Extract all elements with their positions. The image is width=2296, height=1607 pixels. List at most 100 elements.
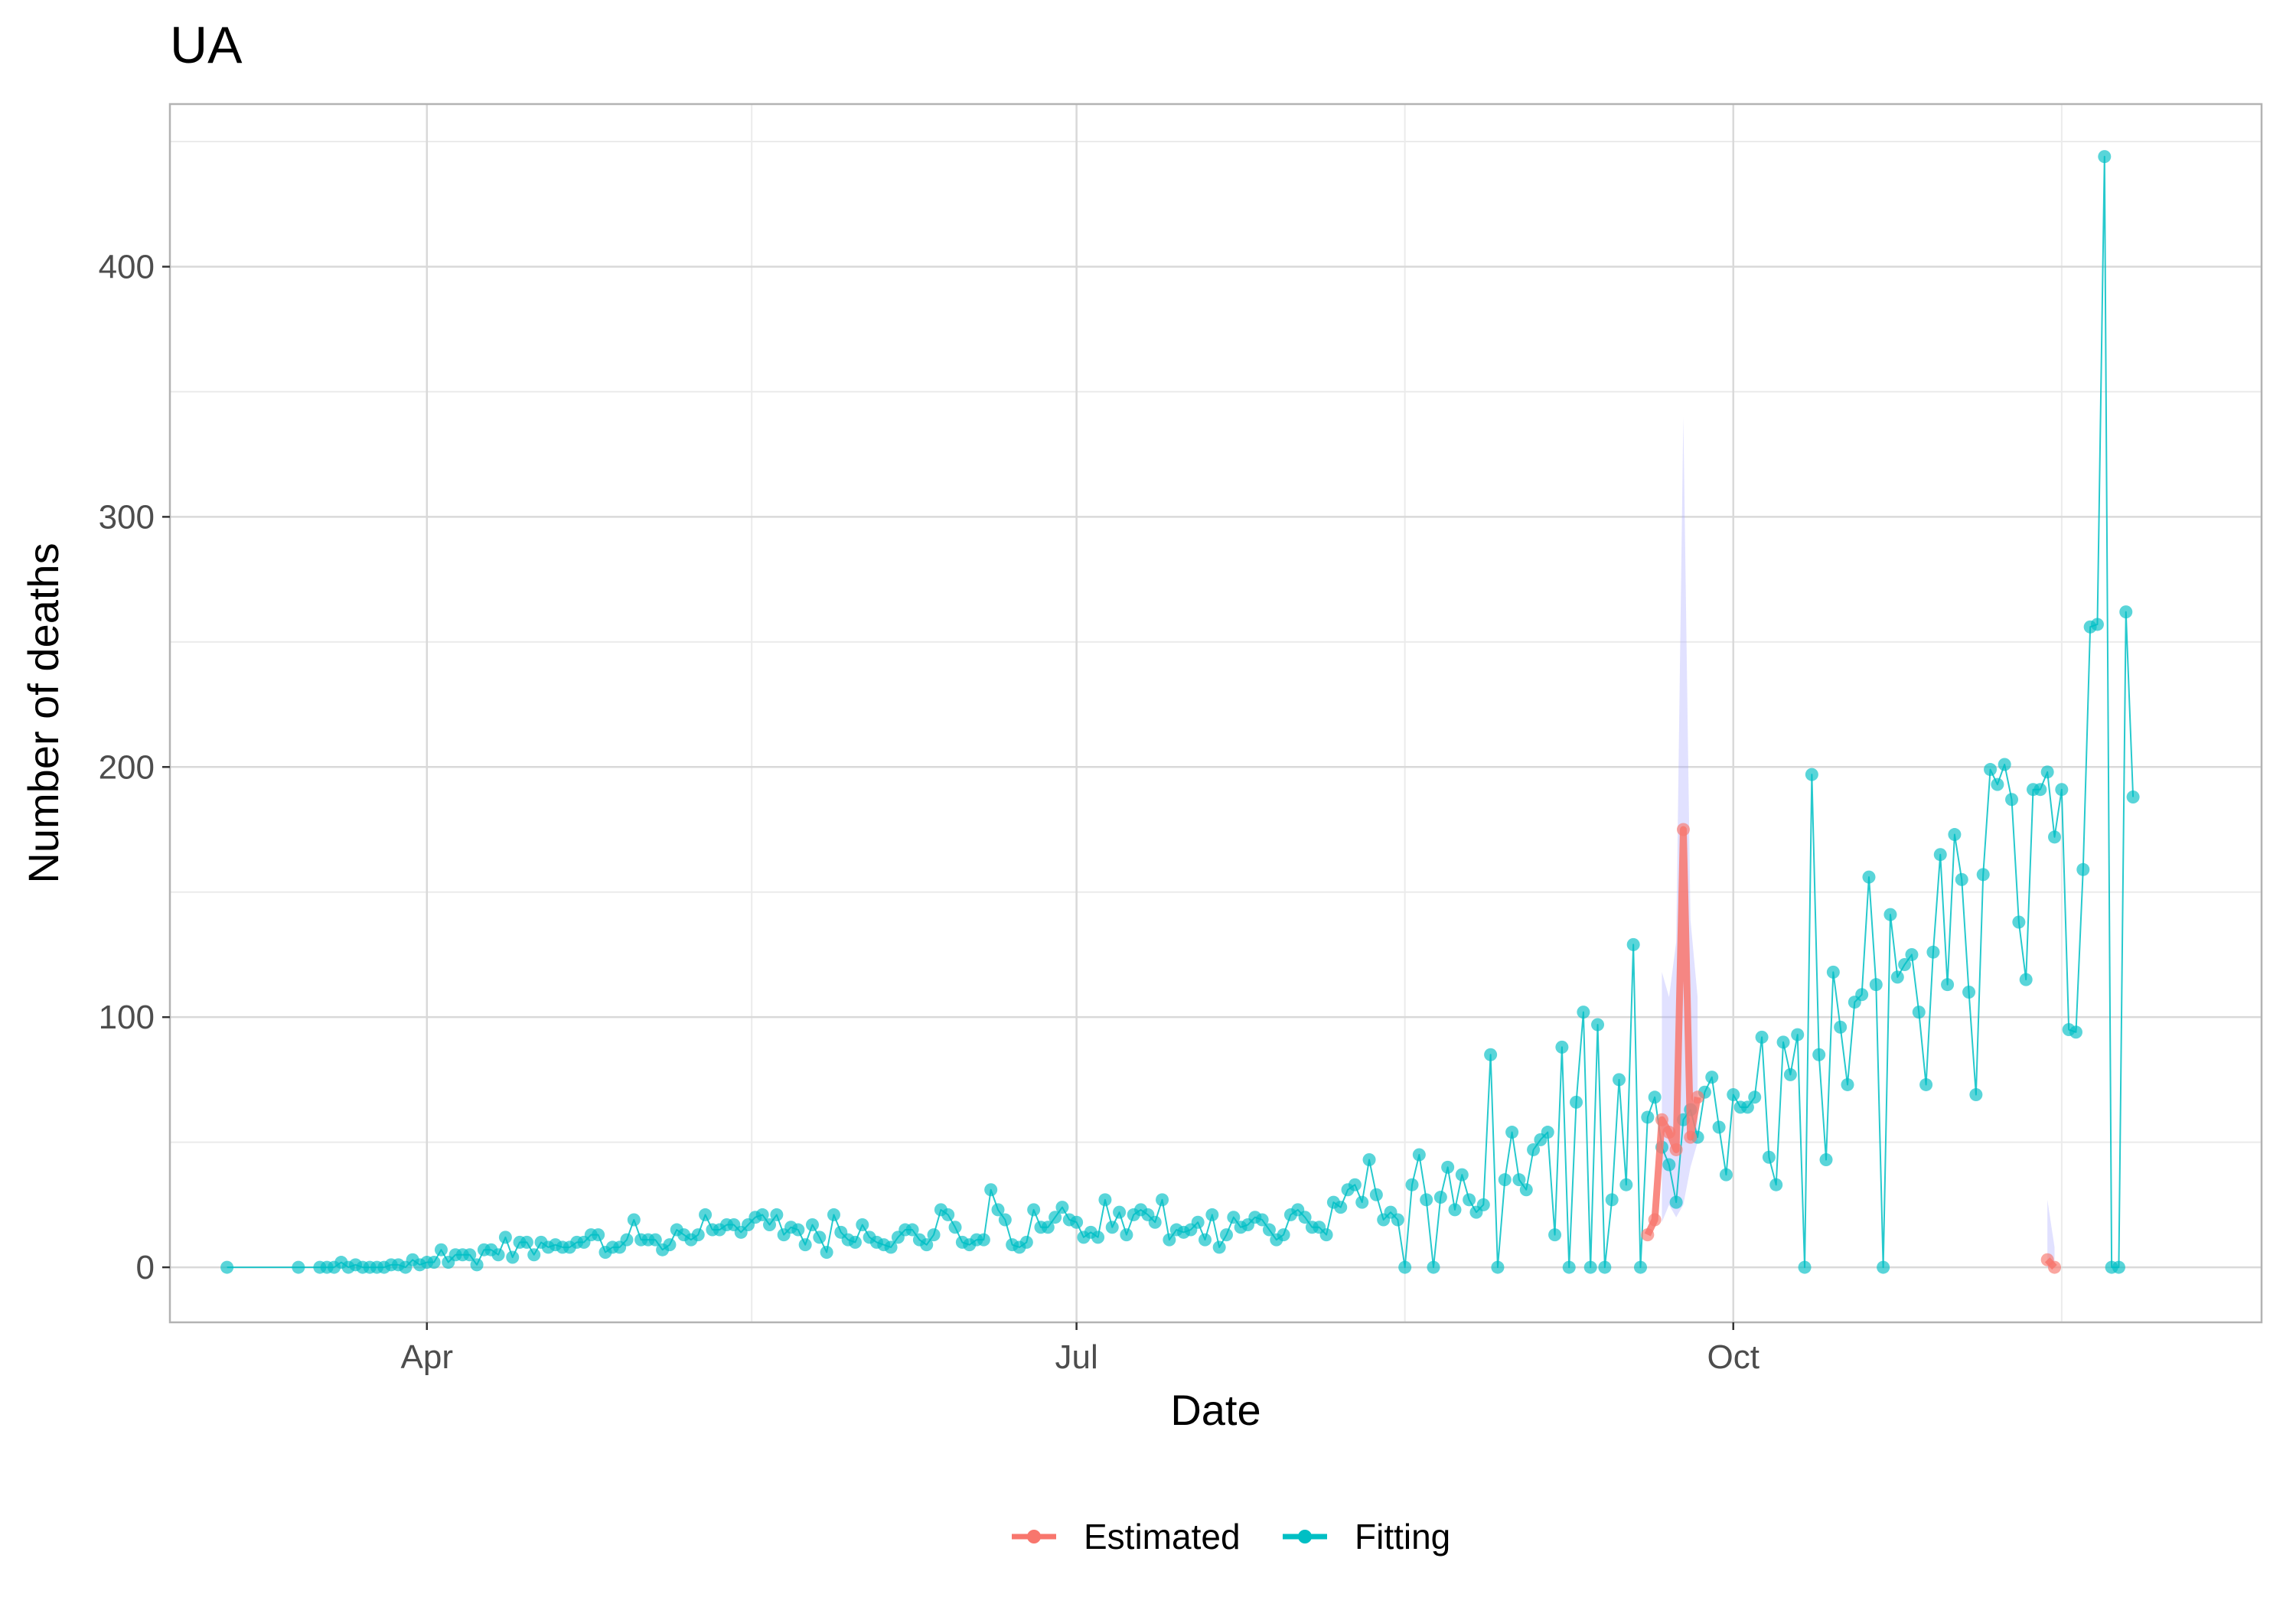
fitting-data-point xyxy=(1113,1205,1127,1219)
fitting-data-point xyxy=(1669,1195,1683,1209)
fitting-data-point xyxy=(2098,150,2112,164)
fitting-data-point xyxy=(1883,908,1897,921)
fitting-data-point xyxy=(2005,793,2019,807)
fitting-data-point xyxy=(1369,1188,1383,1201)
fitting-data-point xyxy=(1491,1260,1505,1274)
fitting-data-point xyxy=(1748,1090,1762,1104)
fitting-data-point xyxy=(1156,1193,1169,1207)
fitting-data-point xyxy=(1398,1260,1412,1274)
fitting-data-point xyxy=(1019,1235,1033,1249)
fitting-data-point xyxy=(1362,1153,1376,1167)
y-tick-label: 200 xyxy=(99,748,155,786)
fitting-data-point xyxy=(2047,830,2061,844)
estimated-data-point xyxy=(1641,1228,1655,1242)
fitting-data-point xyxy=(1498,1173,1512,1187)
x-tick-label: Oct xyxy=(1707,1338,1760,1376)
fitting-data-point xyxy=(1776,1035,1790,1049)
fitting-data-point xyxy=(2076,862,2090,876)
fitting-data-point xyxy=(1898,958,1912,972)
fitting-data-point xyxy=(927,1228,941,1242)
fitting-data-point xyxy=(1969,1088,1983,1102)
fitting-data-point xyxy=(1762,1150,1776,1164)
fitting-data-point xyxy=(648,1233,662,1247)
fitting-data-point xyxy=(1041,1221,1055,1234)
fitting-data-point xyxy=(2019,973,2033,986)
estimated-data-point xyxy=(1676,823,1690,836)
fitting-data-point xyxy=(1319,1228,1333,1242)
estimated-data-point xyxy=(2047,1260,2061,1274)
fitting-data-point xyxy=(1862,870,1876,884)
fitting-data-point xyxy=(434,1243,448,1257)
fitting-data-point xyxy=(1812,1048,1826,1061)
fitting-data-point xyxy=(427,1256,441,1270)
fitting-data-point xyxy=(1548,1228,1562,1242)
fitting-data-point xyxy=(663,1238,677,1252)
fitting-data-point xyxy=(1105,1221,1119,1234)
panel-border xyxy=(168,103,2263,1324)
fitting-data-point xyxy=(1527,1143,1541,1156)
fitting-data-point xyxy=(1905,947,1919,961)
fitting-data-point xyxy=(1070,1215,1084,1229)
fitting-data-point xyxy=(1448,1203,1462,1217)
fitting-data-point xyxy=(1455,1168,1469,1182)
fitting-data-point xyxy=(884,1240,898,1254)
fitting-data-point xyxy=(905,1223,919,1237)
fitting-data-point xyxy=(1998,758,2011,771)
fitting-data-point xyxy=(592,1228,605,1242)
fitting-data-point xyxy=(1405,1178,1419,1191)
fitting-data-point xyxy=(1355,1195,1369,1209)
fitting-data-point xyxy=(520,1235,533,1249)
fitting-data-point xyxy=(1826,965,1840,979)
fitting-data-point xyxy=(1912,1006,1926,1019)
fitting-data-point xyxy=(1205,1208,1219,1221)
fitting-data-point xyxy=(827,1208,840,1221)
fitting-data-point xyxy=(1962,985,1976,999)
fitting-data-point xyxy=(798,1238,812,1252)
fitting-data-point xyxy=(1412,1148,1426,1162)
panel-background xyxy=(170,104,2262,1322)
fitting-data-point xyxy=(1463,1193,1476,1207)
fitting-data-point xyxy=(1991,777,2004,791)
x-axis-title: Date xyxy=(1170,1386,1261,1434)
fitting-data-point xyxy=(1712,1120,1726,1134)
fitting-data-point xyxy=(1926,945,1940,959)
x-tick-label: Apr xyxy=(401,1338,453,1376)
fitting-data-point xyxy=(699,1208,713,1221)
fitting-data-point xyxy=(1719,1168,1733,1182)
fitting-data-point xyxy=(791,1223,805,1237)
fitting-data-point xyxy=(1705,1071,1719,1084)
fitting-data-point xyxy=(1562,1260,1576,1274)
fitting-data-point xyxy=(1598,1260,1612,1274)
fitting-data-point xyxy=(1541,1126,1554,1139)
series-layer xyxy=(220,150,2140,1274)
y-tick-label: 100 xyxy=(99,999,155,1036)
fitting-data-point xyxy=(1262,1223,1276,1237)
fitting-data-point xyxy=(2069,1025,2082,1039)
fitting-data-point xyxy=(2012,915,2026,929)
fitting-data-point xyxy=(1948,828,1962,842)
fitting-data-point xyxy=(1591,1018,1605,1032)
fitting-data-point xyxy=(1255,1213,1269,1227)
fitting-data-point xyxy=(805,1218,819,1232)
legend-item-fitting: Fitting xyxy=(1283,1517,1450,1556)
plot-border xyxy=(168,103,2263,1324)
fitting-data-point xyxy=(1163,1233,1176,1247)
estimated-data-point xyxy=(1648,1213,1662,1227)
fitting-data-point xyxy=(292,1260,305,1274)
estimated-data-point xyxy=(1669,1143,1683,1156)
legend-item-estimated: Estimated xyxy=(1012,1517,1241,1556)
fitting-data-point xyxy=(977,1233,990,1247)
fitting-data-point xyxy=(1098,1193,1112,1207)
fitting-data-point xyxy=(498,1231,512,1244)
x-tick-label: Jul xyxy=(1055,1338,1097,1376)
fitting-data-point xyxy=(527,1248,541,1262)
fitting-data-point xyxy=(984,1183,998,1197)
fitting-data-point xyxy=(470,1258,484,1272)
fitting-data-point xyxy=(755,1208,769,1221)
fitting-data-point xyxy=(1027,1203,1041,1217)
legend-label: Fitting xyxy=(1355,1517,1450,1556)
fitting-data-point xyxy=(763,1218,777,1232)
fitting-data-point xyxy=(948,1221,962,1234)
fitting-data-point xyxy=(1769,1178,1783,1191)
